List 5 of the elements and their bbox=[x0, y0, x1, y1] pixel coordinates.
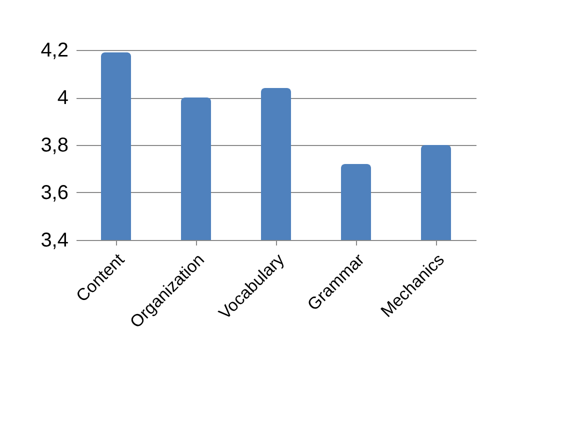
y-tick-label: 3,8 bbox=[40, 134, 68, 156]
y-tick-label: 3,6 bbox=[40, 182, 68, 204]
y-tick-label: 3,4 bbox=[40, 230, 68, 252]
y-tick-label: 4,2 bbox=[40, 40, 68, 62]
y-tick-label: 4 bbox=[57, 87, 68, 109]
